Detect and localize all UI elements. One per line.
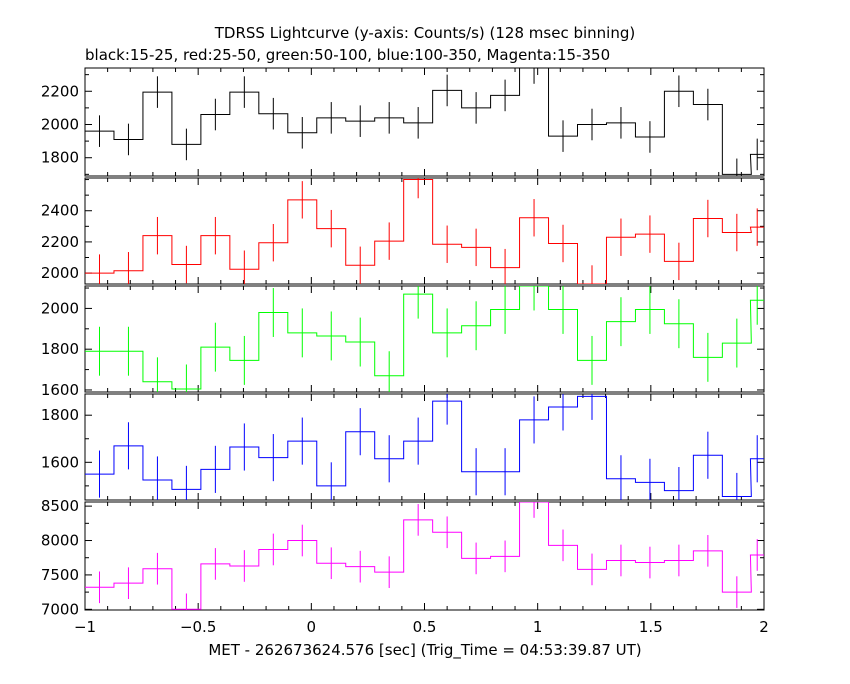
chart-title: TDRSS Lightcurve (y-axis: Counts/s) (128… <box>214 24 635 42</box>
x-tick-label: 2 <box>759 618 769 636</box>
panel-0: 1800 2000 2200 <box>41 67 765 177</box>
y-tick-label: 1800 <box>41 149 79 167</box>
y-tick-label: 8000 <box>41 532 79 550</box>
y-tick-label: 2200 <box>41 233 79 251</box>
panel-3: 1600 1800 <box>41 393 765 501</box>
panel-4: 7000 7500 8000 8500 <box>41 497 765 618</box>
panel-1: 2000 2200 2400 <box>41 177 765 285</box>
panel-2: 1600 1800 2000 <box>41 285 765 399</box>
x-tick-label: −1 <box>74 618 96 636</box>
x-tick-label: 0 <box>307 618 317 636</box>
x-tick-label: 1.5 <box>639 618 663 636</box>
y-tick-label: 1800 <box>41 406 79 424</box>
y-tick-label: 2400 <box>41 202 79 220</box>
x-tick-label: −0.5 <box>180 618 216 636</box>
x-tick-label: 1 <box>533 618 543 636</box>
y-tick-label: 2000 <box>41 264 79 282</box>
y-tick-label: 2000 <box>41 115 79 133</box>
series-line-2 <box>85 286 764 390</box>
series-line-0 <box>85 68 764 175</box>
x-tick-label: 0.5 <box>413 618 437 636</box>
chart-subtitle: black:15-25, red:25-50, green:50-100, bl… <box>85 46 610 64</box>
x-axis: −1 −0.5 0 0.5 1 1.5 2 <box>74 618 769 636</box>
panels-group: 1800200022002000220024001600180020001600… <box>41 67 765 618</box>
y-tick-label: 2200 <box>41 82 79 100</box>
y-tick-label: 8500 <box>41 497 79 515</box>
y-tick-label: 2000 <box>41 299 79 317</box>
y-tick-label: 1800 <box>41 340 79 358</box>
series-line-3 <box>85 395 764 497</box>
x-axis-label: MET - 262673624.576 [sec] (Trig_Time = 0… <box>208 641 641 660</box>
y-tick-label: 1600 <box>41 453 79 471</box>
series-line-4 <box>85 502 764 610</box>
y-tick-label: 7500 <box>41 566 79 584</box>
series-line-1 <box>85 179 764 284</box>
y-tick-label: 7000 <box>41 600 79 618</box>
y-tick-label: 1600 <box>41 381 79 399</box>
